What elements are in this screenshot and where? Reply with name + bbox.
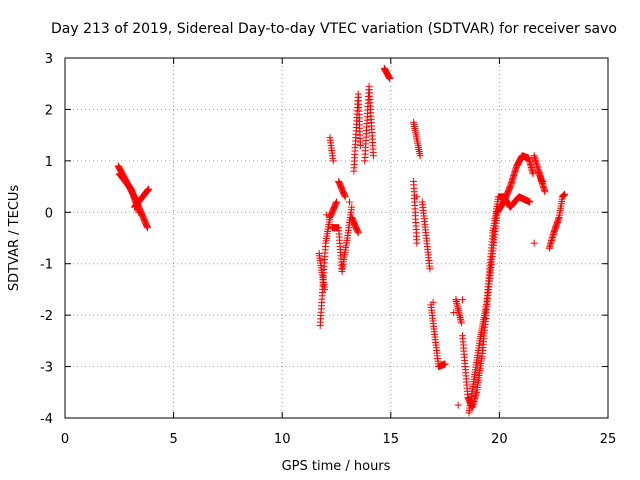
data-point [354, 229, 362, 237]
data-point [529, 170, 537, 178]
data-points [114, 64, 569, 417]
x-tick-label: 0 [61, 432, 69, 447]
data-point [458, 296, 466, 304]
y-tick-label: 2 [45, 103, 53, 118]
y-tick-label: 0 [45, 206, 53, 221]
data-point [323, 211, 331, 219]
y-tick-label: -3 [40, 361, 53, 376]
y-tick-label: 3 [45, 52, 53, 67]
data-point [413, 239, 421, 247]
y-tick-label: 1 [45, 155, 53, 170]
data-point [341, 193, 349, 201]
y-axis-label: SDTVAR / TECUs [7, 185, 22, 292]
data-point [416, 152, 424, 160]
data-point [333, 198, 340, 206]
data-point [145, 185, 153, 193]
data-point [413, 193, 421, 201]
data-point [386, 75, 394, 83]
plot-frame [64, 57, 609, 419]
y-tick-label: -2 [40, 309, 53, 324]
data-point [561, 190, 569, 198]
data-point [539, 177, 547, 185]
y-tick-label: -4 [40, 412, 53, 427]
data-point [541, 188, 549, 196]
data-point [329, 157, 337, 165]
data-point [452, 296, 460, 304]
data-point [144, 224, 152, 232]
y-tick-label: -1 [40, 258, 53, 273]
data-point [450, 309, 458, 317]
data-point [429, 298, 437, 306]
x-tick-label: 5 [169, 432, 177, 447]
data-point [133, 201, 141, 209]
data-point [321, 285, 329, 293]
x-tick-label: 15 [383, 432, 400, 447]
data-point [348, 203, 356, 211]
data-point [530, 239, 538, 247]
x-tick-label: 25 [600, 432, 617, 447]
data-point [369, 152, 377, 160]
x-axis-label: GPS time / hours [282, 459, 391, 474]
data-point [457, 319, 465, 327]
data-point [346, 198, 354, 206]
x-tick-label: 20 [491, 432, 508, 447]
data-point [441, 360, 449, 368]
x-tick-label: 10 [274, 432, 291, 447]
chart-title: Day 213 of 2019, Sidereal Day-to-day VTE… [51, 21, 617, 37]
grid [65, 58, 608, 418]
data-point [426, 265, 434, 273]
data-point [454, 401, 462, 409]
data-point [135, 208, 143, 216]
data-point [526, 198, 534, 206]
axis-ticks: 0 5 10 15 20 25 -4 -3 -2 -1 0 1 2 3 [40, 52, 616, 447]
data-point [356, 141, 364, 149]
